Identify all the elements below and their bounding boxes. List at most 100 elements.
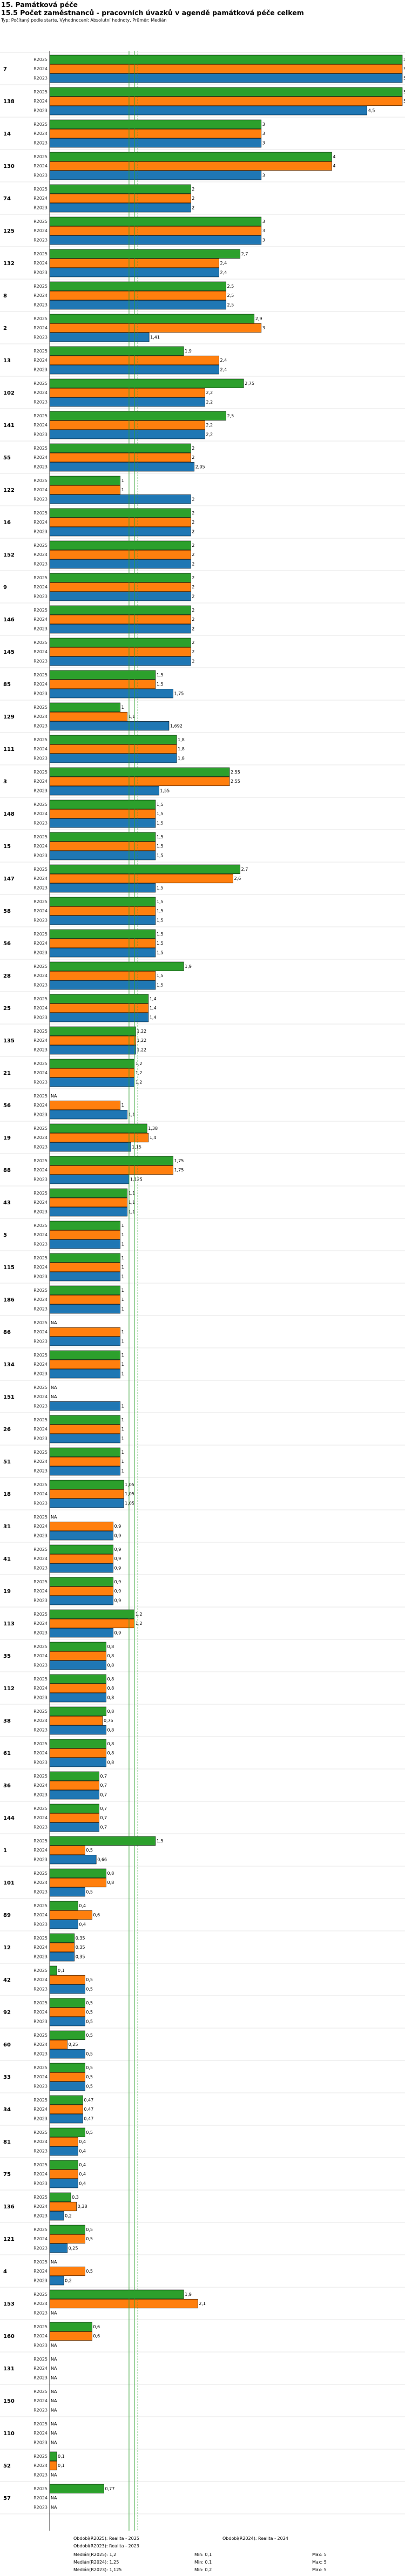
- bar-r2023: [49, 2211, 64, 2221]
- series-label: R2024: [33, 941, 48, 946]
- value-label: 1: [122, 1288, 124, 1293]
- series-label: R2023: [33, 2278, 48, 2283]
- series-label: R2023: [33, 723, 48, 728]
- value-label: 0,8: [107, 1686, 114, 1691]
- series-label: R2023: [33, 1274, 48, 1279]
- series-label: R2023: [33, 432, 48, 437]
- bar-r2025: [49, 897, 156, 906]
- bar-r2025: [49, 1674, 106, 1684]
- series-label: R2023: [33, 853, 48, 858]
- value-label: 1: [122, 1418, 124, 1422]
- value-label: 1,22: [137, 1029, 146, 1034]
- value-label: 0,5: [86, 1977, 93, 1982]
- series-label: R2025: [33, 284, 48, 289]
- value-label: 0,3: [72, 2195, 79, 2200]
- series-label: R2025: [33, 2357, 48, 2362]
- na-label: NA: [51, 2398, 57, 2403]
- value-label: 2: [192, 617, 194, 622]
- bar-r2025: [49, 1642, 106, 1651]
- series-label: R2023: [33, 302, 48, 307]
- bar-r2023: [49, 2276, 64, 2286]
- series-label: R2024: [33, 2075, 48, 2079]
- header: 15. Památková péče 15.5 Počet zaměstnanc…: [1, 1, 304, 23]
- na-label: NA: [51, 2422, 57, 2426]
- value-label: 1: [122, 1256, 124, 1260]
- bar-r2023: [49, 1725, 106, 1735]
- series-label: R2025: [33, 2389, 48, 2394]
- bar-r2024: [49, 1780, 99, 1791]
- bar-r2023: [49, 2082, 85, 2091]
- value-label: 0,9: [114, 1630, 122, 1635]
- value-label: 0,5: [86, 2010, 93, 2015]
- series-label: R2023: [33, 2246, 48, 2250]
- group-label: 110: [3, 2431, 15, 2437]
- value-label: 0,9: [114, 1547, 122, 1552]
- value-label: 0,4: [79, 2172, 86, 2177]
- series-label: R2023: [33, 2472, 48, 2477]
- value-label: 0,7: [100, 1815, 107, 1820]
- group-label: 186: [3, 1297, 15, 1303]
- series-label: R2024: [33, 164, 48, 168]
- series-label: R2024: [33, 2334, 48, 2338]
- na-label: NA: [51, 2408, 57, 2412]
- value-label: 1,5: [157, 982, 164, 987]
- bar-r2023: [49, 203, 191, 213]
- series-label: R2023: [33, 691, 48, 696]
- series-label: R2023: [33, 2310, 48, 2315]
- bar-r2024: [49, 2299, 198, 2309]
- group-label: 144: [3, 1815, 15, 1821]
- value-label: 1,8: [178, 756, 185, 761]
- value-label: 2: [192, 543, 194, 548]
- value-label: 1: [122, 487, 124, 492]
- series-label: R2023: [33, 173, 48, 178]
- series-label: R2025: [33, 2260, 48, 2265]
- series-label: R2024: [33, 1783, 48, 1788]
- bar-r2024: [49, 1683, 106, 1693]
- series-label: R2024: [33, 1200, 48, 1205]
- bar-r2023: [49, 2243, 68, 2253]
- page-title: 15. Památková péče: [1, 1, 78, 9]
- value-label: 2: [192, 608, 194, 613]
- series-label: R2025: [33, 2324, 48, 2329]
- series-label: R2023: [33, 2343, 48, 2348]
- series-label: R2023: [33, 2375, 48, 2380]
- value-label: 0,9: [114, 1533, 122, 1538]
- series-label: R2025: [33, 1418, 48, 1422]
- value-label: 0,66: [97, 1857, 107, 1862]
- bar-r2024: [49, 517, 191, 527]
- series-label: R2024: [33, 1070, 48, 1075]
- group-label: 42: [3, 1977, 11, 1983]
- bar-r2025: [49, 1901, 78, 1910]
- bar-r2025: [49, 1609, 135, 1619]
- series-label: R2023: [33, 1015, 48, 1020]
- bar-r2024: [49, 582, 191, 592]
- value-label: 1: [122, 705, 124, 710]
- bar-r2025: [49, 1221, 120, 1230]
- series-label: R2023: [33, 626, 48, 631]
- bar-r2025: [49, 605, 191, 615]
- series-label: R2023: [33, 529, 48, 534]
- bar-r2025: [49, 1156, 173, 1165]
- bar-r2025: [49, 2063, 85, 2072]
- series-label: R2023: [33, 982, 48, 987]
- series-label: R2025: [33, 154, 48, 159]
- bar-r2023: [49, 106, 368, 116]
- series-label: R2024: [33, 1362, 48, 1367]
- bar-r2025: [49, 864, 240, 874]
- series-label: R2025: [33, 413, 48, 418]
- na-label: NA: [51, 1094, 57, 1099]
- bar-r2024: [49, 711, 127, 722]
- group-label: 38: [3, 1718, 11, 1724]
- value-label: 1,75: [174, 1158, 184, 1163]
- series-label: R2023: [33, 238, 48, 242]
- bar-r2023: [49, 1304, 120, 1314]
- bar-r2025: [49, 735, 177, 744]
- series-label: R2025: [33, 1158, 48, 1163]
- value-label: 1: [122, 1274, 124, 1279]
- value-label: 3: [262, 238, 265, 242]
- value-label: 2: [192, 626, 194, 631]
- bar-r2023: [49, 1952, 75, 1962]
- bar-r2024: [49, 2169, 78, 2179]
- series-label: R2023: [33, 1727, 48, 1732]
- value-label: 1: [122, 1436, 124, 1441]
